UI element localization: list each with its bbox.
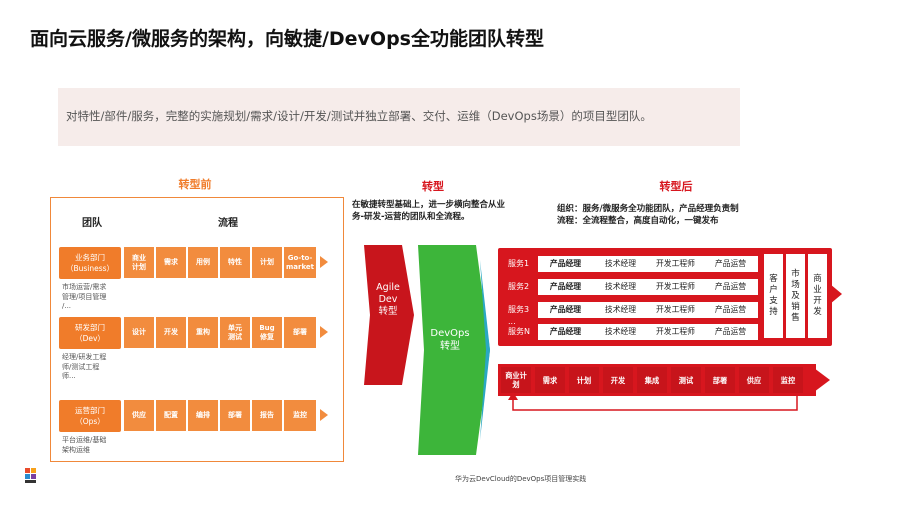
role-cell: 产品运营 [714,282,747,291]
role-cell: 开发工程师 [656,327,695,336]
pipeline-arrow [814,368,830,392]
role-cell: 技术经理 [604,305,637,314]
process-step: 计划 [252,247,282,278]
process-step: 商业 计划 [124,247,154,278]
process-step: 特性 [220,247,250,278]
summary-banner: 对特性/部件/服务，完整的实施规划/需求/设计/开发/测试并独立部署、交付、运维… [58,88,740,146]
role-cell: 产品经理 [549,259,582,268]
logo-icon [25,468,36,483]
dept-box: 业务部门 （Business） [59,247,121,279]
process-step: 部署 [284,317,316,348]
service-row: 服务2 产品经理 技术经理 开发工程师 产品运营 [500,277,760,297]
pipeline-bar: 商业计 划需求 计划 开发 集成 测试 部署 供应 监控 [498,364,816,396]
process-flow: 商业 计划 需求 用例 特性 计划 Go-to- market [124,247,316,278]
service-roles: 产品经理 技术经理 开发工程师 产品运营 [538,302,758,318]
service-roles: 产品经理 技术经理 开发工程师 产品运营 [538,256,758,272]
dept-box: 研发部门 （Dev） [59,317,121,349]
after-title: 转型后 [659,180,693,193]
agile-label: Agile Dev 转型 [376,282,400,317]
dept-description: 经理/研发工程 师/测试工程 师... [62,353,107,380]
process-step: 需求 [156,247,186,278]
devops-label: DevOps 转型 [430,328,470,352]
process-step: 设计 [124,317,154,348]
side-function-column: 客 户 支 持 [764,254,783,338]
after-note: 组织：服务/微服务全功能团队，产品经理负责制 流程：全流程整合，高度自动化，一键… [557,204,797,227]
role-cell: 技术经理 [604,282,637,291]
process-step: 报告 [252,400,282,431]
role-cell: 产品经理 [549,282,582,291]
process-step: 单元 测试 [220,317,250,348]
service-label: 服务1 [508,259,530,268]
pipeline-step: 开发 [603,367,633,393]
transform-arrows [364,245,490,455]
after-note-process: 流程：全流程整合，高度自动化，一键发布 [557,215,719,226]
before-panel [50,197,344,462]
process-step: 开发 [156,317,186,348]
services-ellipsis: ... [508,317,516,326]
process-step: 用例 [188,247,218,278]
team-header: 团队 [82,218,102,229]
feedback-loop [508,392,798,411]
pipeline-step: 计划 [569,367,599,393]
pipeline-step: 部署 [705,367,735,393]
process-flow: 供应 配置 编排 部署 报告 监控 [124,400,316,431]
process-step: Bug 修复 [252,317,282,348]
page-title: 面向云服务/微服务的架构，向敏捷/DevOps全功能团队转型 [30,28,544,50]
process-step: 配置 [156,400,186,431]
process-step: Go-to- market [284,247,316,278]
role-cell: 开发工程师 [656,259,695,268]
service-row: 服务N 产品经理 技术经理 开发工程师 产品运营 [500,322,760,342]
role-cell: 产品运营 [714,259,747,268]
pipeline-step: 监控 [773,367,803,393]
accent-arrow [480,260,490,440]
after-note-org: 组织：服务/微服务全功能团队，产品经理负责制 [557,204,739,214]
flow-arrow-icon [320,256,328,268]
dept-box: 运营部门 （Ops） [59,400,121,432]
role-cell: 开发工程师 [656,282,695,291]
flow-arrow-icon [320,409,328,421]
role-cell: 技术经理 [604,327,637,336]
pipeline-step: 供应 [739,367,769,393]
process-flow: 设计 开发 重构 单元 测试 Bug 修复 部署 [124,317,316,348]
role-cell: 技术经理 [604,259,637,268]
role-cell: 产品经理 [549,327,582,336]
devops-arrow [418,245,490,455]
agile-arrow [364,245,414,385]
banner-text: 对特性/部件/服务，完整的实施规划/需求/设计/开发/测试并独立部署、交付、运维… [66,109,652,123]
role-cell: 产品运营 [714,327,747,336]
service-label: 服务2 [508,282,530,291]
dept-description: 市场运营/需求 管理/项目管理 /... [62,283,107,310]
process-step: 监控 [284,400,316,431]
flow-arrow-icon [320,326,328,338]
service-roles: 产品经理 技术经理 开发工程师 产品运营 [538,279,758,295]
process-step: 编排 [188,400,218,431]
role-cell: 产品经理 [549,305,582,314]
role-cell: 开发工程师 [656,305,695,314]
service-roles: 产品经理 技术经理 开发工程师 产品运营 [538,324,758,340]
footer-caption: 华为云DevCloud的DevOps项目管理实践 [455,475,587,483]
before-title: 转型前 [178,178,212,191]
service-row: 服务1 产品经理 技术经理 开发工程师 产品运营 [500,254,760,274]
dept-description: 平台运维/基础 架构运维 [62,436,107,454]
service-row: 服务3 产品经理 技术经理 开发工程师 产品运营 [500,300,760,320]
pipeline-step: 商业计 划 [501,367,531,393]
side-function-column: 市 场 及 销 售 [786,254,805,338]
service-label: 服务3 [508,305,530,314]
transform-title: 转型 [422,180,444,193]
pipeline-step: 需求 [535,367,565,393]
transform-note: 在敏捷转型基础上，进一步横向整合从业务-研发-运营的团队和全流程。 [352,200,506,222]
service-label: 服务N [508,327,530,336]
process-step: 重构 [188,317,218,348]
role-cell: 产品运营 [714,305,747,314]
process-step: 部署 [220,400,250,431]
services-arrow [830,284,842,304]
process-step: 供应 [124,400,154,431]
pipeline-step: 测试 [671,367,701,393]
flow-header: 流程 [218,218,238,229]
side-function-column: 商 业 开 发 [808,254,827,338]
pipeline-step: 集成 [637,367,667,393]
